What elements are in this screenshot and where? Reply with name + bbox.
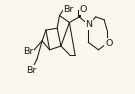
Text: N: N <box>86 20 93 29</box>
Text: Br: Br <box>63 5 74 14</box>
Text: O: O <box>105 39 112 48</box>
Text: O: O <box>80 5 87 14</box>
Text: Br: Br <box>26 66 36 75</box>
Text: Br: Br <box>23 47 33 56</box>
